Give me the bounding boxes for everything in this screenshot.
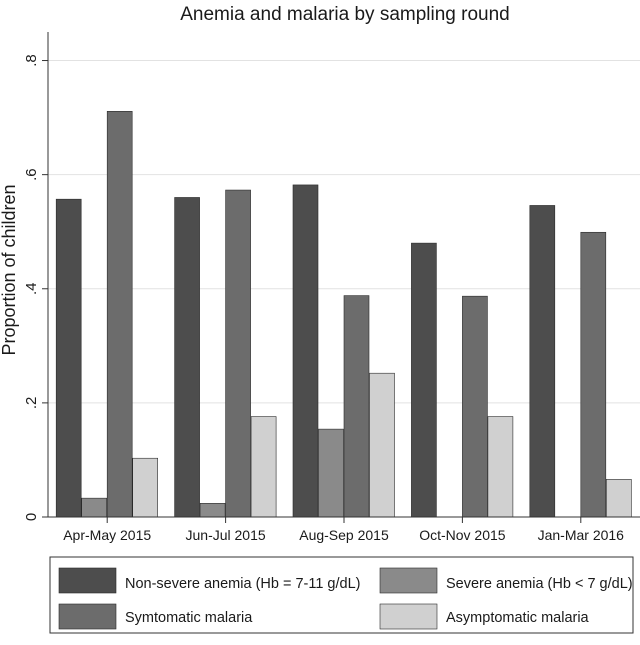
- y-tick-label: 0: [23, 513, 40, 521]
- y-tick-label: .6: [23, 168, 40, 181]
- bar: [81, 497, 107, 518]
- x-tick-label: Jan-Mar 2016: [538, 527, 625, 543]
- axes: 0 .2 .4 .6 .8 Apr-May 2015 Jun-Jul 2015 Aug-Sep…: [23, 32, 640, 543]
- legend-swatch: [58, 603, 117, 630]
- bar: [318, 428, 344, 518]
- bar: [529, 205, 556, 518]
- bar: [174, 197, 200, 518]
- x-tick-label: Jun-Jul 2015: [186, 527, 266, 543]
- y-tick-label: .4: [23, 283, 40, 296]
- legend-label: Symtomatic malaria: [125, 610, 253, 626]
- bar: [411, 242, 437, 518]
- bar: [462, 295, 488, 518]
- legend-label: Severe anemia (Hb < 7 g/dL): [446, 576, 633, 592]
- y-axis-label: Proportion of children: [0, 184, 19, 355]
- x-tick-label: Apr-May 2015: [63, 527, 151, 543]
- x-tick-label: Aug-Sep 2015: [299, 527, 389, 543]
- bar: [55, 198, 82, 518]
- bar: [225, 189, 251, 518]
- bar: [199, 503, 226, 518]
- bar: [132, 457, 158, 518]
- legend-swatch: [379, 567, 438, 594]
- y-tick-label: .2: [23, 397, 40, 410]
- bar: [250, 416, 277, 518]
- bar: [343, 295, 370, 518]
- legend-box: [49, 556, 634, 634]
- legend-label: Asymptomatic malaria: [446, 610, 590, 626]
- chart-title: Anemia and malaria by sampling round: [180, 4, 510, 25]
- bar: [580, 231, 607, 518]
- bar: [487, 416, 514, 518]
- bar: [292, 184, 319, 518]
- legend-label: Non-severe anemia (Hb = 7-11 g/dL): [125, 576, 360, 592]
- bar: [369, 372, 395, 518]
- legend: Non-severe anemia (Hb = 7-11 g/dL) Severe…: [49, 556, 634, 634]
- y-tick-label: .8: [23, 54, 40, 67]
- x-tick-label: Oct-Nov 2015: [419, 527, 506, 543]
- legend-swatch: [379, 603, 438, 630]
- legend-swatch: [58, 567, 117, 594]
- bar: [106, 111, 133, 518]
- bar: [605, 479, 632, 518]
